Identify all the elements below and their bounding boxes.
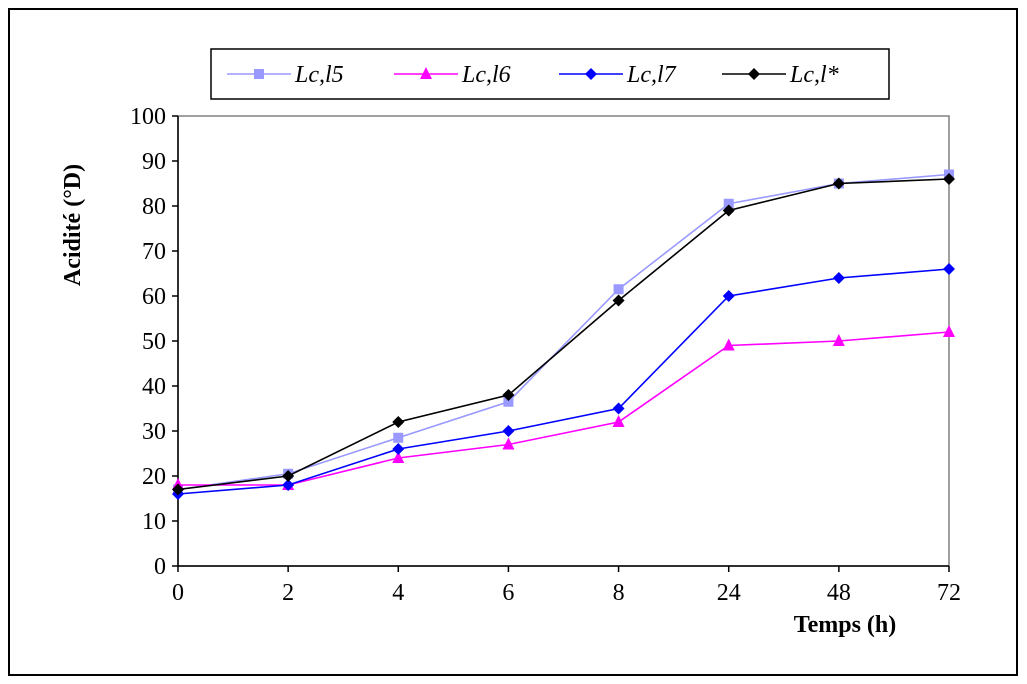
x-tick-label: 24 [717,580,741,606]
y-tick-label: 30 [142,419,166,445]
series-line [177,178,950,491]
series-4 [172,173,955,496]
x-tick-label: 4 [392,580,404,606]
data-point [502,425,515,437]
y-tick-label: 50 [142,329,166,355]
x-tick-label: 72 [937,580,961,606]
series-line [177,173,950,491]
data-point [943,325,955,337]
data-point [503,396,514,407]
legend-entry: Lc,l* [722,62,839,88]
series-3 [172,263,955,500]
data-point [832,177,845,190]
legend-label: Lc,l5 [294,62,344,88]
data-point [172,483,184,496]
legend-marker [420,67,432,79]
data-point [502,437,515,450]
series-1 [173,169,954,495]
data-point [832,272,845,284]
series-line [177,268,950,495]
legend-entry: Lc,l6 [394,62,511,88]
data-point [613,284,624,295]
legend-entry: Lc,l5 [227,62,344,88]
data-point [612,415,625,427]
data-point [392,443,405,455]
data-point [722,204,735,217]
data-point [943,263,955,275]
legend-label: Lc,l* [789,62,839,88]
data-point [943,173,955,185]
legend-label: Lc,l7 [626,62,677,88]
x-tick-label: 2 [282,580,294,606]
y-tick-label: 20 [142,464,166,490]
y-tick-label: 60 [142,284,166,310]
x-tick-label: 8 [613,580,625,606]
series-group [172,169,955,500]
x-axis-title: Temps (h) [794,612,896,638]
x-tick-label: 6 [502,580,514,606]
y-tick-label: 100 [130,104,166,130]
data-point [392,416,405,428]
data-point [392,451,405,463]
legend: Lc,l5 Lc,l6 Lc,l7 Lc,l* [210,48,890,100]
x-tick-label: 0 [172,580,184,606]
data-point [722,338,735,351]
data-point [282,470,295,482]
legend-marker [585,68,597,80]
y-tick-label: 0 [154,554,166,580]
y-tick-label: 80 [142,194,166,220]
series-line [178,331,950,486]
y-tick-label: 40 [142,374,166,400]
data-point [612,294,625,307]
y-tick-label: 10 [142,509,166,535]
y-tick-label: 90 [142,149,166,175]
series-2 [172,325,955,490]
data-point [393,432,404,443]
legend-label: Lc,l6 [461,62,511,88]
data-point [502,389,515,401]
data-point [282,479,295,491]
x-tick-label: 48 [827,580,851,606]
data-point [612,402,625,415]
data-point [722,290,735,302]
legend-marker [748,68,760,80]
legend-marker [254,69,264,79]
data-point [723,198,734,209]
data-point [832,334,845,346]
chart-frame [8,8,1018,676]
legend-entry: Lc,l7 [559,62,677,88]
y-axis-title: Acidité (°D) [60,164,86,286]
y-tick-label: 70 [142,239,166,265]
